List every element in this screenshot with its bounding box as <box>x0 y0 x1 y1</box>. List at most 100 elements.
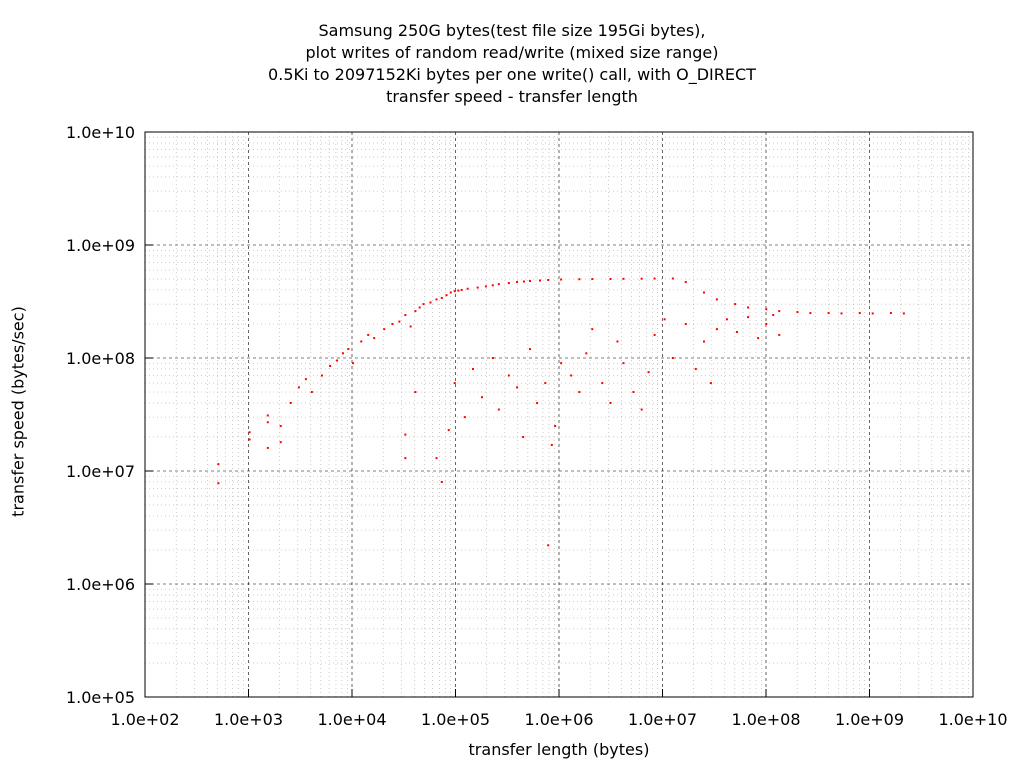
data-point <box>632 391 635 394</box>
chart-title-line-3: 0.5Ki to 2097152Ki bytes per one write()… <box>268 65 756 84</box>
data-point <box>435 457 438 460</box>
data-point <box>663 318 666 321</box>
data-point <box>266 414 269 417</box>
data-point <box>476 286 479 289</box>
data-point <box>445 294 448 297</box>
data-point <box>702 340 705 343</box>
data-point <box>616 340 619 343</box>
data-point <box>480 396 483 399</box>
data-point <box>889 312 892 315</box>
x-tick-label: 1.0e+02 <box>110 710 179 729</box>
data-point <box>647 371 650 374</box>
x-tick-label: 1.0e+07 <box>628 710 697 729</box>
data-point <box>570 374 573 377</box>
chart-title-line-4: transfer speed - transfer length <box>386 87 638 106</box>
data-point <box>671 277 674 280</box>
data-point <box>367 333 370 336</box>
data-point <box>289 401 292 404</box>
data-point <box>484 285 487 288</box>
data-point <box>217 482 220 485</box>
x-tick-label: 1.0e+05 <box>421 710 490 729</box>
data-point <box>391 322 394 325</box>
data-point <box>279 441 282 444</box>
data-point <box>528 348 531 351</box>
data-point <box>684 281 687 284</box>
data-point <box>429 301 432 304</box>
data-point <box>694 367 697 370</box>
x-tick-label: 1.0e+10 <box>938 710 1007 729</box>
data-point <box>217 463 220 466</box>
y-axis-label: transfer speed (bytes/sec) <box>8 306 28 517</box>
x-axis-ticks: 1.0e+02 1.0e+03 1.0e+04 1.0e+05 1.0e+06 1.0e+… <box>110 689 1008 729</box>
data-point <box>414 391 417 394</box>
data-point <box>640 408 643 411</box>
data-point <box>373 337 376 340</box>
data-point <box>902 312 905 315</box>
y-tick-label: 1.0e+09 <box>66 236 135 255</box>
data-point <box>497 408 500 411</box>
data-point <box>297 386 300 389</box>
data-point <box>347 348 350 351</box>
data-point <box>544 382 547 385</box>
data-point <box>310 391 313 394</box>
data-point <box>398 320 401 323</box>
data-point <box>342 352 345 355</box>
y-axis-ticks: 1.0e+05 1.0e+06 1.0e+07 1.0e+08 1.0e+09 1.0e+… <box>66 123 153 707</box>
data-point <box>772 314 775 317</box>
data-point <box>778 310 781 313</box>
data-point <box>497 283 500 286</box>
y-tick-label: 1.0e+08 <box>66 349 135 368</box>
data-point <box>266 446 269 449</box>
data-point <box>858 312 861 315</box>
data-point <box>507 374 510 377</box>
data-point <box>522 280 525 283</box>
data-point <box>840 312 843 315</box>
data-point <box>516 386 519 389</box>
x-tick-label: 1.0e+06 <box>524 710 593 729</box>
data-point <box>671 357 674 359</box>
data-point <box>609 278 612 281</box>
x-tick-label: 1.0e+08 <box>731 710 800 729</box>
data-point <box>547 544 550 547</box>
data-point <box>466 287 469 290</box>
data-point <box>591 278 594 281</box>
data-point <box>279 425 282 428</box>
data-point <box>734 303 737 306</box>
data-point <box>560 278 563 281</box>
data-point <box>266 421 269 424</box>
data-point <box>765 322 768 325</box>
data-point <box>453 290 456 293</box>
x-tick-label: 1.0e+09 <box>835 710 904 729</box>
data-point <box>422 303 425 306</box>
data-point <box>336 359 339 362</box>
data-point <box>715 298 718 301</box>
data-point <box>871 312 874 315</box>
data-point <box>516 281 519 284</box>
data-point <box>725 318 728 321</box>
data-point <box>809 312 812 315</box>
data-points <box>217 277 905 547</box>
data-point <box>404 457 407 460</box>
data-point <box>491 357 494 359</box>
data-point <box>248 431 251 434</box>
data-point <box>591 328 594 331</box>
data-point <box>735 330 738 333</box>
data-point <box>702 291 705 294</box>
data-point <box>457 289 460 292</box>
data-point <box>547 279 550 282</box>
y-tick-label: 1.0e+10 <box>66 123 135 142</box>
data-point <box>329 364 332 367</box>
data-point <box>550 443 553 446</box>
data-point <box>778 333 781 336</box>
y-tick-label: 1.0e+06 <box>66 575 135 594</box>
data-point <box>601 382 604 385</box>
data-point <box>622 277 625 280</box>
x-tick-label: 1.0e+03 <box>214 710 283 729</box>
data-point <box>585 352 588 355</box>
chart-title-line-1: Samsung 250G bytes(test file size 195Gi … <box>318 21 706 40</box>
data-point <box>578 391 581 394</box>
data-point <box>765 308 768 311</box>
data-point <box>404 433 407 436</box>
y-tick-label: 1.0e+07 <box>66 462 135 481</box>
